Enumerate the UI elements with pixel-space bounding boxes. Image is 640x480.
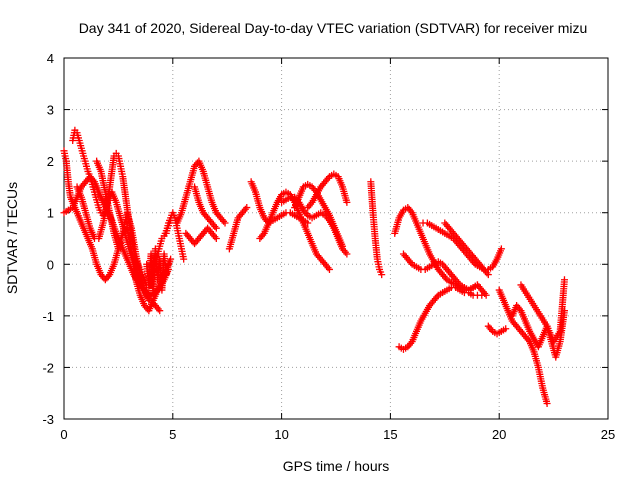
data-point [343, 198, 351, 206]
plot-frame [63, 57, 609, 420]
data-point [484, 271, 492, 279]
series-sat-p [278, 193, 351, 258]
data-point [164, 260, 172, 268]
data-point [212, 235, 220, 242]
series-sat-z [517, 276, 568, 346]
data-point [497, 245, 505, 253]
series-sat-f [143, 245, 172, 299]
series-sat-h [173, 157, 229, 227]
data-point [212, 224, 220, 232]
data-points [60, 126, 568, 408]
series-sat-k [225, 204, 251, 253]
x-tick-label: 15 [383, 427, 397, 442]
series-sat-e [93, 157, 153, 304]
data-point [543, 400, 551, 408]
series-sat-j [191, 183, 220, 232]
data-point [167, 255, 175, 263]
series-sat-x [495, 286, 551, 408]
y-tick-label: 1 [47, 206, 54, 221]
y-tick-label: -1 [42, 309, 54, 324]
series-sat-t [399, 250, 490, 299]
y-tick-label: 2 [47, 154, 54, 169]
data-point [243, 204, 251, 212]
series-sat-o [304, 170, 351, 212]
x-tick-label: 20 [492, 427, 506, 442]
data-point [482, 291, 490, 299]
x-tick-label: 5 [169, 427, 176, 442]
series-sat-i [182, 224, 220, 248]
data-point [378, 271, 386, 279]
series-sat-s [395, 283, 486, 353]
data-point [325, 265, 333, 273]
y-axis-label: SDTVAR / TECUs [4, 182, 20, 294]
data-point [221, 219, 229, 227]
series-sat-q [367, 178, 386, 279]
grid-lines [64, 58, 608, 419]
series-sat-v [441, 219, 492, 279]
series-sat-w [484, 322, 510, 338]
y-tick-label: 3 [47, 103, 54, 118]
x-tick-label: 25 [601, 427, 615, 442]
data-point [343, 250, 351, 258]
axis-ticks: 0 5 10 15 20 25 -3 -2 -1 0 1 2 3 4 [42, 51, 615, 442]
y-tick-label: 4 [47, 51, 54, 66]
data-point [560, 276, 568, 284]
x-tick-label: 10 [274, 427, 288, 442]
series-sat-g [162, 209, 188, 263]
chart-title: Day 341 of 2020, Sidereal Day-to-day VTE… [79, 20, 588, 36]
data-point [156, 307, 164, 315]
data-point [502, 325, 510, 333]
data-point [145, 296, 153, 304]
y-tick-label: 0 [47, 257, 54, 272]
x-tick-label: 0 [60, 427, 67, 442]
y-tick-label: -3 [42, 412, 54, 427]
x-axis-label: GPS time / hours [283, 458, 390, 474]
y-tick-label: -2 [42, 360, 54, 375]
data-point [180, 255, 188, 263]
